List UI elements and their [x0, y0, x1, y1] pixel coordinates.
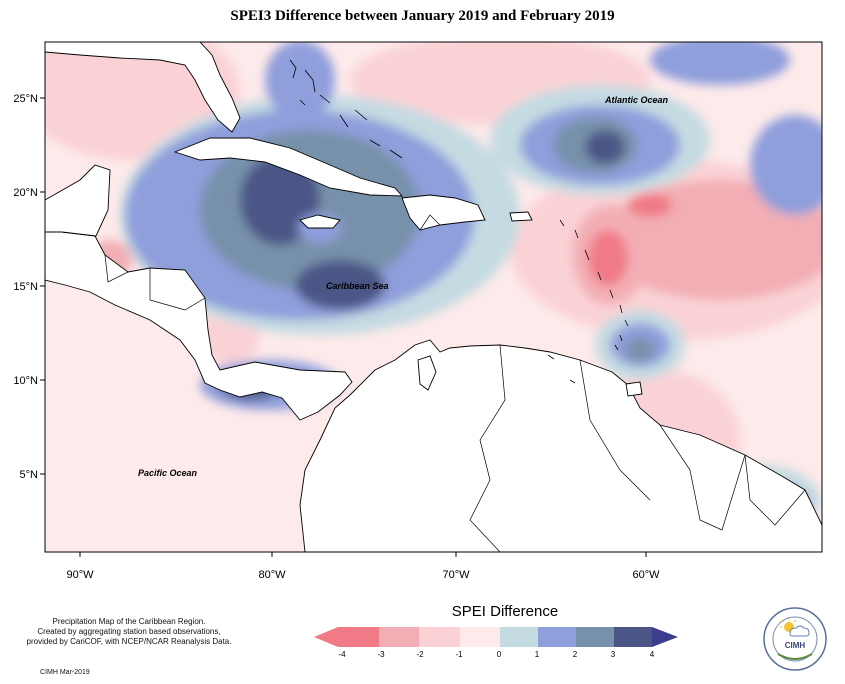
lat-label-20n: 20°N [13, 187, 38, 199]
legend-arrow-right [652, 627, 678, 647]
map-title: SPEI3 Difference between January 2019 an… [230, 8, 615, 24]
lon-label-70w: 70°W [442, 569, 470, 581]
credit-line: provided by CariCOF, with NCEP/NCAR Rean… [26, 637, 232, 646]
lat-label-5n: 5°N [20, 469, 39, 481]
credit-text: Precipitation Map of the Caribbean Regio… [14, 617, 244, 647]
lat-label-10n: 10°N [13, 375, 38, 387]
spei-field [45, 42, 822, 552]
legend-title: SPEI Difference [451, 603, 559, 620]
lon-label-80w: 80°W [258, 569, 286, 581]
legend-tick: -4 [338, 650, 346, 659]
region-label-caribbean: Caribbean Sea [326, 281, 389, 291]
lat-label-15n: 15°N [13, 281, 38, 293]
legend-swatch [379, 627, 419, 647]
legend-tick: -2 [416, 650, 424, 659]
legend-swatch [419, 627, 460, 647]
cimh-logo: CIMH [763, 607, 827, 671]
lat-label-25n: 25°N [13, 93, 38, 105]
land [45, 42, 822, 552]
legend-swatch [500, 627, 538, 647]
lon-label-90w: 90°W [66, 569, 94, 581]
sun-cloud-icon [780, 618, 810, 637]
region-label-pacific: Pacific Ocean [138, 468, 198, 478]
logo-text: CIMH [785, 641, 806, 650]
legend-tick: -1 [455, 650, 463, 659]
legend-swatch [338, 627, 379, 647]
legend-arrow-left [314, 627, 338, 647]
credit-line: Precipitation Map of the Caribbean Regio… [52, 617, 206, 626]
axis-ticks [40, 97, 647, 557]
legend-colorbar [314, 627, 678, 647]
legend-tick: 0 [497, 650, 502, 659]
legend-swatch [460, 627, 500, 647]
legend-swatch [538, 627, 576, 647]
small-islands [289, 59, 629, 384]
legend-swatch [614, 627, 652, 647]
legend-tick: 2 [573, 650, 578, 659]
legend-tick: -3 [377, 650, 385, 659]
legend-tick: 3 [611, 650, 616, 659]
region-label-atlantic: Atlantic Ocean [604, 95, 669, 105]
map-frame [44, 41, 823, 553]
legend-swatch [576, 627, 614, 647]
credit-line: Created by aggregating station based obs… [37, 627, 221, 636]
legend-tick: 4 [650, 650, 655, 659]
borders [104, 214, 806, 552]
legend-tick: 1 [535, 650, 540, 659]
credit-date: CIMH Mar-2019 [40, 669, 90, 676]
lon-label-60w: 60°W [632, 569, 660, 581]
